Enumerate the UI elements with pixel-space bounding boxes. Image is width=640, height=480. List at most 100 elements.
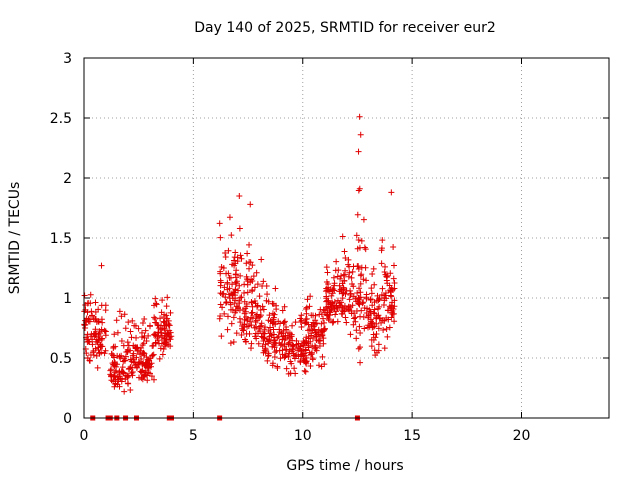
- data-point: [375, 325, 382, 332]
- data-point: [142, 327, 149, 334]
- data-point: [256, 293, 263, 300]
- data-point: [273, 306, 280, 313]
- data-point: [258, 256, 265, 263]
- data-point: [217, 234, 224, 241]
- data-point: [294, 345, 301, 352]
- data-point: [222, 294, 229, 301]
- data-point: [112, 343, 119, 350]
- data-point: [328, 292, 335, 299]
- data-point: [287, 370, 294, 377]
- data-point: [219, 304, 226, 311]
- data-point: [217, 279, 224, 286]
- data-point: [327, 301, 334, 308]
- data-point: [134, 363, 141, 370]
- data-point: [388, 189, 395, 196]
- data-point: [225, 270, 232, 277]
- data-point: [325, 280, 332, 287]
- data-point: [280, 319, 287, 326]
- data-point: [339, 280, 346, 287]
- data-point: [352, 318, 359, 325]
- data-point: [355, 148, 362, 155]
- data-point: [281, 343, 288, 350]
- data-point: [253, 323, 260, 330]
- data-point: [356, 285, 363, 292]
- data-point: [355, 236, 362, 243]
- data-point: [233, 278, 240, 285]
- data-point: [325, 315, 332, 322]
- data-point: [151, 314, 158, 321]
- data-point: [228, 320, 235, 327]
- data-point: [151, 302, 158, 309]
- data-point: [94, 364, 101, 371]
- data-point: [298, 324, 305, 331]
- data-point: [139, 367, 146, 374]
- data-point: [275, 318, 282, 325]
- data-point: [285, 340, 292, 347]
- data-point: [282, 346, 289, 353]
- data-point: [276, 326, 283, 333]
- data-point: [265, 352, 272, 359]
- data-point: [229, 291, 236, 298]
- data-point: [260, 337, 267, 344]
- data-point: [342, 255, 349, 261]
- data-point: [339, 233, 346, 240]
- data-point: [144, 365, 151, 372]
- data-point: [166, 327, 173, 334]
- data-point: [358, 271, 365, 278]
- data-point: [301, 339, 308, 346]
- data-point: [233, 330, 240, 337]
- data-point: [353, 232, 360, 239]
- data-point: [300, 350, 307, 357]
- data-point: [235, 287, 242, 294]
- data-point: [307, 363, 314, 370]
- data-point: [271, 331, 278, 338]
- data-point: [355, 345, 362, 352]
- data-point: [221, 310, 228, 317]
- data-point: [124, 349, 131, 356]
- data-point: [144, 356, 151, 363]
- data-point: [244, 323, 251, 330]
- data-point: [241, 298, 248, 305]
- data-point: [138, 334, 145, 341]
- data-point: [282, 353, 289, 360]
- data-point: [353, 335, 360, 342]
- data-point: [356, 113, 363, 120]
- data-point: [375, 297, 382, 304]
- data-point: [387, 270, 394, 277]
- data-point: [376, 303, 383, 310]
- data-point: [251, 324, 258, 331]
- data-point: [350, 283, 357, 290]
- data-point: [310, 323, 317, 330]
- data-point: [260, 306, 267, 313]
- data-point: [377, 315, 384, 322]
- data-point: [334, 273, 341, 280]
- data-point: [358, 237, 365, 244]
- data-point: [330, 285, 337, 292]
- data-point: [324, 305, 331, 312]
- data-point: [248, 288, 255, 295]
- data-point: [149, 352, 156, 359]
- data-point: [381, 317, 388, 324]
- data-point: [135, 359, 142, 366]
- data-point: [353, 307, 360, 314]
- data-point: [382, 263, 389, 270]
- data-point: [390, 262, 397, 269]
- data-point: [127, 387, 134, 394]
- data-point: [87, 316, 94, 323]
- data-point: [248, 310, 255, 317]
- data-point: [260, 278, 267, 285]
- data-point: [225, 247, 232, 254]
- data-point: [82, 301, 89, 308]
- data-point: [379, 237, 386, 244]
- data-point: [144, 377, 151, 384]
- data-point: [118, 378, 125, 385]
- grid-lines: [84, 58, 609, 418]
- data-point: [285, 353, 292, 360]
- data-point: [391, 279, 398, 286]
- data-point: [289, 322, 296, 329]
- data-point: [308, 351, 315, 358]
- data-point: [89, 312, 96, 319]
- data-point: [110, 352, 117, 359]
- data-point: [355, 266, 362, 273]
- data-point: [247, 201, 254, 208]
